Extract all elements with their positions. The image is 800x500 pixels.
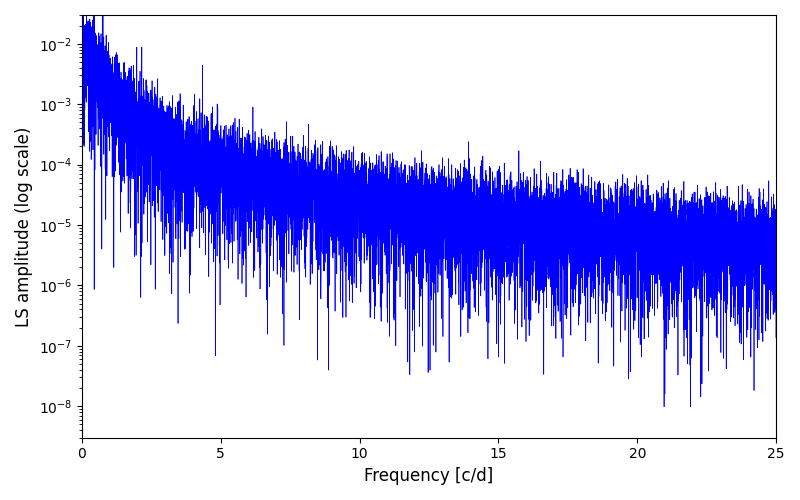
- X-axis label: Frequency [c/d]: Frequency [c/d]: [364, 467, 494, 485]
- Y-axis label: LS amplitude (log scale): LS amplitude (log scale): [15, 126, 33, 326]
